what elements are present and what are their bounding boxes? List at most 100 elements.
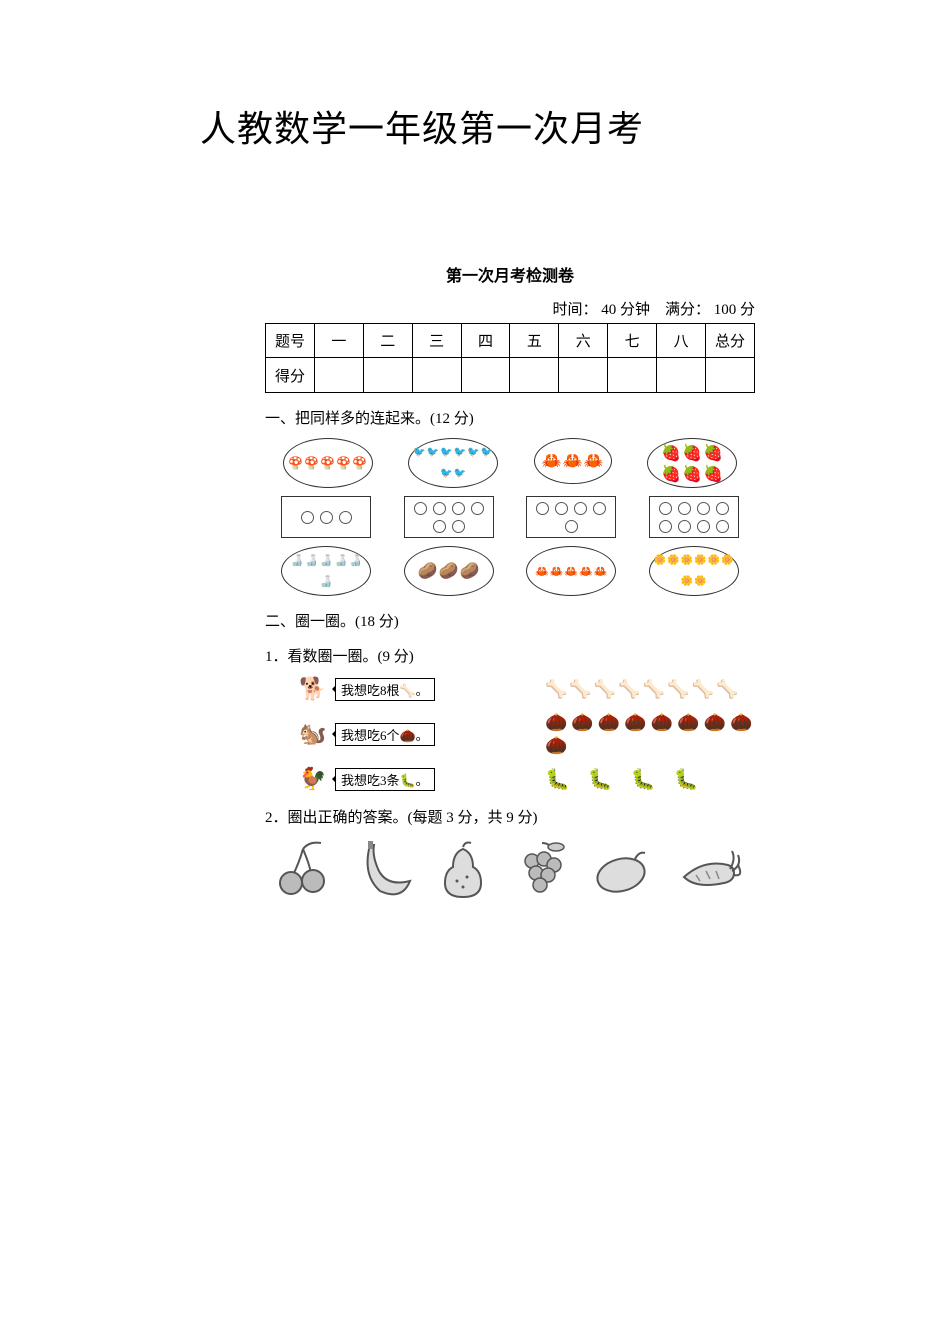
bottle-icon: 🍶 [290,554,304,567]
th-col: 七 [608,324,657,358]
pinecone-icon: 🌰 [677,712,699,733]
bird-icon: 🐦 [454,468,466,479]
score-cell [363,358,412,393]
berry-icon: 🍓 [703,443,723,463]
bottle-icon: 🍶 [319,554,333,567]
th-col: 二 [363,324,412,358]
bone-icon: 🦴 [667,679,687,700]
smiley-icon [697,502,710,515]
bottle-icon: 🍶 [349,554,363,567]
bottle-icon: 🍶 [305,554,319,567]
flower-icon: 🌼 [654,555,666,566]
q1-rect-3 [281,496,371,538]
crab-icon: 🦀 [579,565,593,578]
q1-row-mid [265,496,755,538]
crab-icon: 🦀 [535,565,549,578]
q1-rect-5 [526,496,616,538]
worms-area: 🐛🐛🐛🐛 [545,767,755,792]
bottle-icon: 🍶 [319,575,333,588]
mushroom-icon: 🍄 [320,457,335,469]
exam-content: 第一次月考检测卷 时间： 40 分钟 满分： 100 分 题号 一 二 三 四 … [265,262,755,901]
time-label: 时间： [552,302,597,318]
table-row: 得分 [266,358,755,393]
table-row: 题号 一 二 三 四 五 六 七 八 总分 [266,324,755,358]
fruits-row [265,837,755,901]
bird-icon: 🐦 [440,468,452,479]
carrot-icon [668,837,748,901]
fullscore-label: 满分： [665,302,710,318]
potato-icon: 🥔 [439,561,459,581]
bottle-icon: 🍶 [334,554,348,567]
berry-icon: 🍓 [661,443,681,463]
th-col: 五 [510,324,559,358]
speech-bubble: 我想吃3条🐛。 [335,768,435,791]
pinecone-icon: 🌰 [545,735,567,756]
smiley-icon [697,520,710,533]
th-score-label: 得分 [266,358,315,393]
q1-oval-potatoes: 🥔🥔🥔 [404,546,494,596]
bone-icon: 🦴 [643,679,663,700]
potato-icon: 🥔 [418,561,438,581]
q2-heading: 二、圈一圈。(18 分) [265,610,755,631]
cherry-icon [273,837,337,901]
crab-icon: 🦀 [550,565,564,578]
flower-icon: 🌼 [681,576,693,587]
meta-line: 时间： 40 分钟 满分： 100 分 [265,298,755,319]
crab-icon: 🦀 [563,451,583,471]
time-value: 40 分钟 [601,302,650,318]
th-label: 题号 [266,324,315,358]
pinecone-icon: 🌰 [730,712,752,733]
smiley-icon [433,520,446,533]
bird-icon: 🐦 [467,447,479,458]
bone-icon: 🦴 [716,679,736,700]
crab-icon: 🦀 [542,451,562,471]
smiley-icon [433,502,446,515]
main-title: 人教数学一年级第一次月考 [200,100,950,152]
exam-subtitle: 第一次月考检测卷 [265,262,755,286]
pinecone-icon: 🌰 [598,712,620,733]
smiley-icon [678,502,691,515]
smiley-icon [678,520,691,533]
bones-area: 🦴🦴🦴🦴 🦴🦴🦴🦴 [545,679,755,700]
crab-icon: 🦀 [584,451,604,471]
smiley-icon [452,520,465,533]
q1-oval-crabs2: 🦀🦀🦀 🦀🦀 [526,546,616,596]
q1-row-bot: 🍶🍶🍶 🍶🍶🍶 🥔🥔🥔 🦀🦀🦀 🦀🦀 🌼🌼🌼🌼 🌼🌼🌼🌼 [265,546,755,596]
q2p1-row-squirrel: 🐿️ 我想吃6个🌰。 🌰🌰🌰🌰🌰🌰🌰🌰🌰 [295,712,755,756]
smiley-icon [716,520,729,533]
q1-heading: 一、把同样多的连起来。(12 分) [265,407,755,428]
berry-icon: 🍓 [682,464,702,484]
q2p1-subhead: 1．看数圈一圈。(9 分) [265,645,755,666]
q1-oval-crabs: 🦀 🦀🦀 [534,438,612,484]
pinecones-area: 🌰🌰🌰🌰🌰🌰🌰🌰🌰 [545,712,755,756]
smiley-icon [574,502,587,515]
smiley-icon [555,502,568,515]
smiley-icon [659,502,672,515]
score-cell [412,358,461,393]
grape-icon [510,837,574,901]
smiley-icon [471,502,484,515]
score-cell [657,358,706,393]
th-col: 三 [412,324,461,358]
pinecone-icon: 🌰 [651,712,673,733]
berry-icon: 🍓 [682,443,702,463]
bone-icon: 🦴 [618,679,638,700]
flower-icon: 🌼 [694,555,706,566]
th-total: 总分 [706,324,755,358]
flower-icon: 🌼 [721,555,733,566]
mushroom-icon: 🍄 [336,457,351,469]
q1-oval-bottles: 🍶🍶🍶 🍶🍶🍶 [281,546,371,596]
q2p1-row-dog: 🐕 我想吃8根🦴。 🦴🦴🦴🦴 🦴🦴🦴🦴 [295,676,755,702]
mushroom-icon: 🍄 [288,457,303,469]
bird-icon: 🐦 [440,447,452,458]
score-cell [706,358,755,393]
bird-icon: 🐦 [413,447,425,458]
bone-icon: 🦴 [545,679,565,700]
flower-icon: 🌼 [667,555,679,566]
smiley-icon [339,511,352,524]
pinecone-icon: 🌰 [545,712,567,733]
smiley-icon [536,502,549,515]
smiley-icon [716,502,729,515]
worm-icon: 🐛 [631,767,656,792]
smiley-icon [452,502,465,515]
